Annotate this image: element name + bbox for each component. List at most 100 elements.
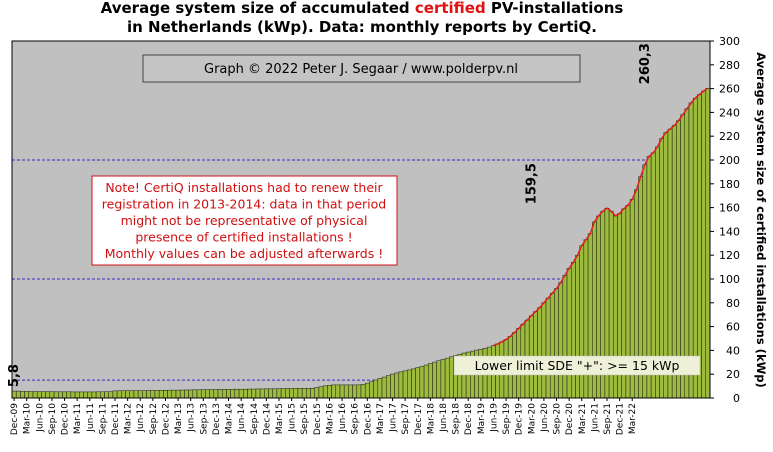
data-labels: 5,8 159,5 260,3 <box>7 43 653 387</box>
bar <box>562 275 568 399</box>
bar <box>293 388 299 399</box>
bar <box>133 390 139 399</box>
bar <box>449 356 454 399</box>
bar <box>545 297 551 399</box>
x-tick-label: Jun-15 <box>288 403 298 433</box>
x-tick-label: Jun-12 <box>136 403 146 433</box>
bar <box>87 391 93 399</box>
x-tick-label: Jun-10 <box>35 403 45 433</box>
x-tick-label: Mar-16 <box>326 403 336 434</box>
bar <box>289 388 294 399</box>
y-tick-label: 60 <box>726 321 740 334</box>
x-tick-label: Sep-20 <box>553 403 563 435</box>
bar <box>259 388 265 399</box>
y-tick-label: 260 <box>719 83 740 96</box>
x-tick-label: Dec-13 <box>212 403 222 435</box>
x-tick-label: Jun-11 <box>86 403 96 433</box>
x-tick-label: Jun-14 <box>237 403 247 433</box>
bar <box>394 372 400 399</box>
bar <box>301 388 307 399</box>
bar <box>348 384 353 399</box>
x-tick-label: Jun-21 <box>590 403 600 433</box>
bar <box>444 357 450 399</box>
bar <box>575 254 580 399</box>
x-tick-label: Dec-19 <box>515 403 525 435</box>
bar <box>137 390 143 399</box>
bar <box>116 390 122 399</box>
note-line: Note! CertiQ installations had to renew … <box>105 180 383 195</box>
bar <box>335 384 341 399</box>
bar <box>158 390 164 399</box>
y-tick-label: 220 <box>719 130 740 143</box>
bar <box>364 382 370 399</box>
bar <box>24 391 30 399</box>
title-line1-post: PV-installations <box>486 0 624 17</box>
bar <box>150 390 156 399</box>
bar <box>15 390 21 399</box>
bar <box>697 94 702 399</box>
bar <box>280 388 286 399</box>
y-tick-label: 100 <box>719 273 740 286</box>
x-tick-label: Mar-21 <box>578 403 588 434</box>
x-tick-label: Sep-12 <box>149 403 159 435</box>
x-tick-label: Sep-14 <box>250 403 260 435</box>
bar <box>356 384 362 399</box>
x-tick-label: Mar-12 <box>124 403 134 434</box>
bar <box>32 391 38 399</box>
x-tick-label: Dec-21 <box>616 403 626 435</box>
bar <box>49 391 55 399</box>
bar <box>415 367 421 399</box>
data-label: 260,3 <box>638 43 653 84</box>
bar <box>188 389 194 399</box>
bar <box>369 381 374 399</box>
bar <box>306 387 311 399</box>
bar <box>184 389 189 399</box>
y-tick-label: 240 <box>719 106 740 119</box>
bar <box>276 388 282 399</box>
x-tick-label: Dec-14 <box>262 403 272 435</box>
bar <box>322 385 328 399</box>
y-tick-label: 20 <box>726 368 740 381</box>
x-tick-label: Sep-10 <box>48 403 58 435</box>
bar <box>373 379 379 399</box>
bar <box>209 389 215 399</box>
bar <box>217 389 223 399</box>
x-tick-label: Jun-19 <box>490 403 500 433</box>
plot-border <box>11 40 711 399</box>
bar <box>381 376 387 399</box>
x-tick-label: Dec-10 <box>61 403 71 435</box>
bar <box>377 378 383 399</box>
y-tick-label: 300 <box>719 35 740 48</box>
bar <box>436 360 442 399</box>
bar <box>247 388 252 399</box>
bar <box>566 268 572 399</box>
bar <box>402 370 408 399</box>
bar <box>83 391 88 399</box>
x-tick-label: Jun-17 <box>389 403 399 433</box>
bar <box>36 391 42 399</box>
bar <box>541 302 547 399</box>
bar <box>352 384 358 399</box>
x-tick-label: Mar-14 <box>225 403 235 434</box>
x-axis-ticks: Dec-09 Mar-10 Jun-10 Sep-10 Dec-10 Mar-11 Jun-… <box>10 398 638 435</box>
bar <box>62 391 67 399</box>
bar <box>175 389 181 399</box>
x-tick-label: Jun-18 <box>439 403 449 433</box>
x-tick-label: Dec-12 <box>162 403 172 435</box>
bar <box>200 389 206 399</box>
bar <box>432 361 437 399</box>
bar <box>100 391 105 399</box>
bar <box>692 97 698 399</box>
bar <box>230 389 236 399</box>
bar <box>264 388 269 399</box>
x-tick-label: Mar-18 <box>426 403 436 434</box>
bar <box>411 368 416 399</box>
chart-title-line1: Average system size of accumulated certi… <box>101 0 624 17</box>
bar <box>70 391 76 399</box>
x-tick-label: Mar-10 <box>23 403 33 434</box>
data-label: 159,5 <box>524 163 539 204</box>
bar <box>146 390 152 399</box>
y-tick-label: 280 <box>719 59 740 72</box>
bar <box>390 373 395 399</box>
y-axis-ticks: 0 20 40 60 80 100 120 140 160 180 200 220 240 260 280 3… <box>710 35 740 405</box>
